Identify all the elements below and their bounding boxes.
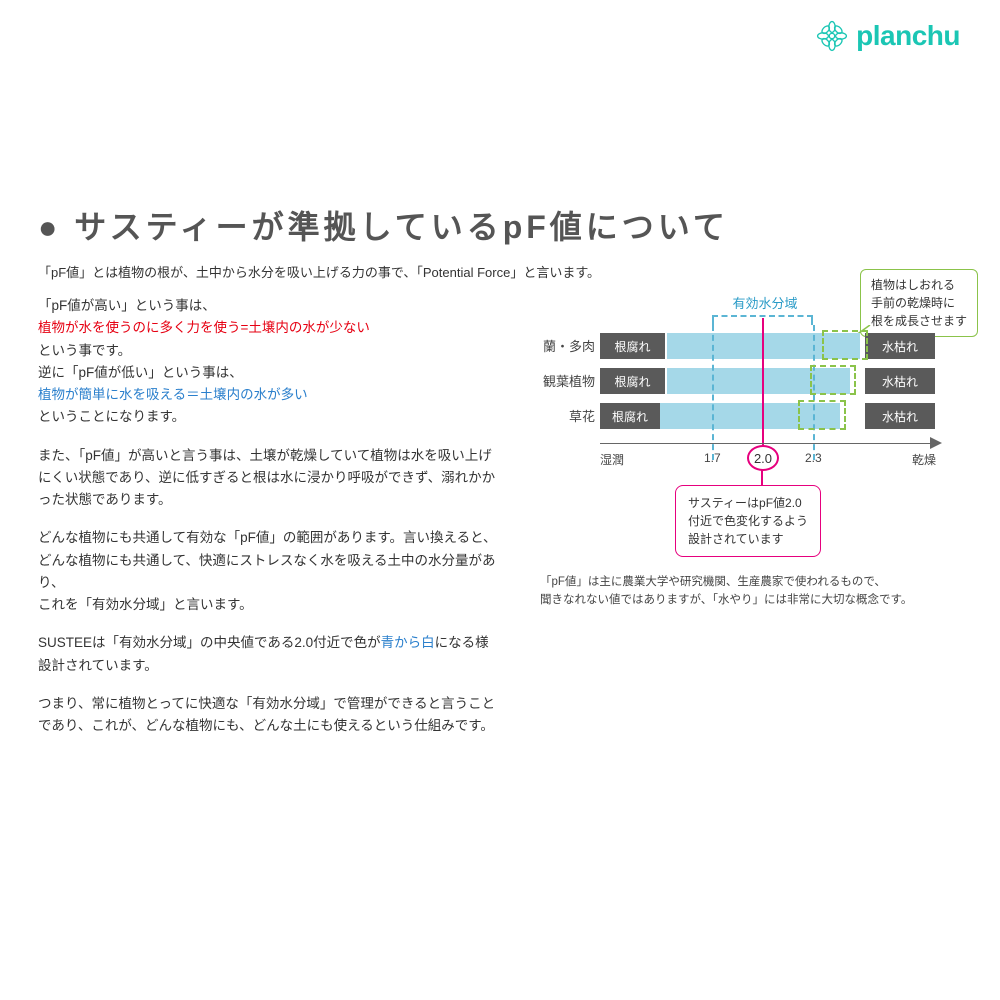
row-label: 蘭・多肉 [535,336,595,355]
axis-left: 湿潤 [600,451,624,468]
flower-icon [814,18,850,54]
para-1: 「pF値が高い」という事は、 植物が水を使うのに多く力を使う=土壌内の水が少ない… [38,295,498,429]
chart-row: 観葉植物根腐れ水枯れ [540,368,980,394]
range-label: 有効水分域 [725,293,805,312]
tick-2: 2.3 [805,451,822,465]
para-2: また、「pF値」が高いと言う事は、土壌が乾燥していて植物は水を吸い上げにくい状態… [38,445,498,512]
blue-text-2: 青から白 [381,635,435,650]
dark-bar-left: 根腐れ [600,403,660,429]
dashed-left [712,325,714,460]
magenta-connector [760,470,764,486]
magenta-line [762,318,764,453]
chart-row: 草花根腐れ水枯れ [540,403,980,429]
axis-arrow [930,437,944,449]
diagram-footnote: 「pF値」は主に農業大学や研究機関、生産農家で使われるもので、 聞きなれない値で… [540,573,912,610]
dark-bar-right: 水枯れ [865,368,935,394]
green-dashed-box [810,365,856,395]
logo: planchu [814,18,960,54]
magenta-callout: サスティーはpF値2.0 付近で色変化するよう 設計されています [675,485,821,557]
page-title: ● サスティーが準拠しているpF値について [38,202,729,248]
intro-text: 「pF値」とは植物の根が、土中から水分を吸い上げる力の事で、「Potential… [38,262,600,281]
dark-bar-left: 根腐れ [600,368,665,394]
dark-bar-right: 水枯れ [865,333,935,359]
tick-0: 1.7 [704,451,721,465]
red-text-1: 植物が水を使うのに多く力を使う=土壌内の水が少ない [38,320,370,335]
pf-diagram: 有効水分域 植物はしおれる 手前の乾燥時に 根を成長させます 蘭・多肉根腐れ水枯… [540,273,980,603]
green-dashed-box [798,400,846,430]
para-5: つまり、常に植物とってに快適な「有効水分域」で管理ができると言うことであり、これ… [38,693,498,738]
row-label: 観葉植物 [535,371,595,390]
text-column: 「pF値が高い」という事は、 植物が水を使うのに多く力を使う=土壌内の水が少ない… [38,295,498,754]
blue-text-1: 植物が簡単に水を吸える＝土壌内の水が多い [38,387,308,402]
para-4: SUSTEEは「有効水分域」の中央値である2.0付近で色が青から白になる様設計さ… [38,632,498,677]
logo-text: planchu [856,20,960,52]
dark-bar-right: 水枯れ [865,403,935,429]
row-label: 草花 [535,406,595,425]
tick-1-circle: 2.0 [747,445,779,471]
axis-right: 乾燥 [912,451,936,468]
axis-line [600,443,935,444]
para-3: どんな植物にも共通して有効な「pF値」の範囲があります。言い換えると、どんな植物… [38,527,498,616]
dark-bar-left: 根腐れ [600,333,665,359]
chart-row: 蘭・多肉根腐れ水枯れ [540,333,980,359]
green-dashed-box [822,330,868,360]
